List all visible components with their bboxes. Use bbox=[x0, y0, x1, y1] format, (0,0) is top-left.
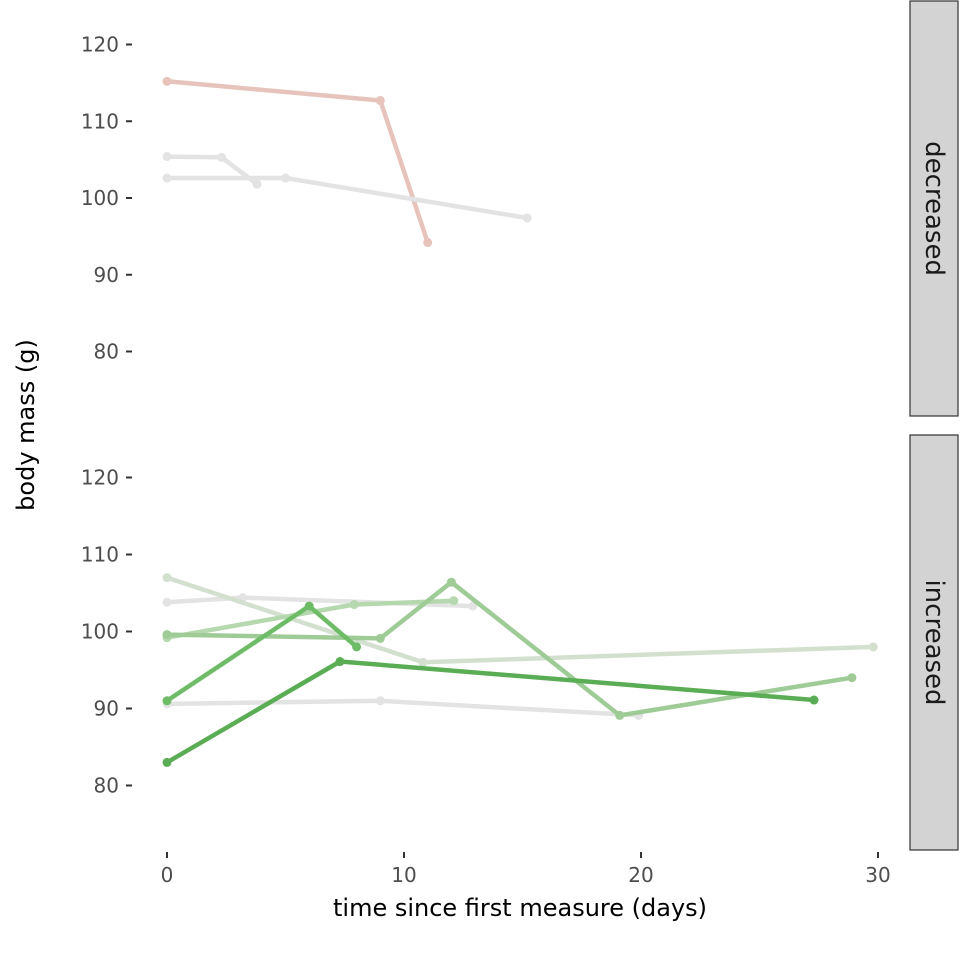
y-axis-title: body mass (g) bbox=[12, 339, 40, 511]
x-tick-label: 30 bbox=[865, 863, 890, 887]
data-point bbox=[162, 630, 172, 640]
data-point bbox=[615, 710, 625, 720]
y-tick-label: 120 bbox=[81, 33, 119, 57]
y-tick-label: 110 bbox=[81, 109, 119, 133]
facet-strip-label: increased bbox=[919, 579, 949, 705]
x-axis-title: time since first measure (days) bbox=[333, 894, 707, 922]
x-tick-label: 10 bbox=[391, 863, 416, 887]
data-point bbox=[522, 213, 532, 223]
data-point bbox=[217, 152, 227, 162]
y-tick-label: 80 bbox=[94, 340, 119, 364]
data-point bbox=[162, 173, 172, 183]
data-point bbox=[349, 600, 359, 610]
y-tick-label: 110 bbox=[81, 543, 119, 567]
x-axis: 0 10 20 30 bbox=[161, 852, 891, 887]
data-point bbox=[446, 577, 456, 587]
data-point bbox=[468, 601, 478, 611]
data-point bbox=[281, 173, 290, 183]
data-point bbox=[162, 76, 172, 86]
facet-strip bbox=[909, 434, 959, 851]
data-point bbox=[352, 642, 362, 652]
y-tick-label: 80 bbox=[94, 774, 119, 798]
data-point bbox=[375, 696, 385, 706]
data-point bbox=[162, 696, 172, 706]
data-point bbox=[162, 573, 172, 583]
series-line bbox=[164, 659, 817, 765]
data-point bbox=[418, 657, 428, 667]
facet-strip-label: decreased bbox=[919, 141, 949, 276]
y-tick-label: 90 bbox=[94, 263, 119, 287]
data-point bbox=[162, 757, 172, 767]
data-point bbox=[304, 601, 314, 611]
series-line bbox=[164, 175, 530, 221]
data-point bbox=[375, 633, 385, 643]
data-point bbox=[868, 642, 878, 652]
y-tick-label: 120 bbox=[81, 466, 119, 490]
data-point bbox=[252, 179, 262, 189]
facet-strip bbox=[909, 0, 959, 417]
data-point bbox=[847, 673, 857, 683]
data-point bbox=[162, 152, 172, 162]
y-tick-label: 100 bbox=[81, 620, 119, 644]
y-tick-label: 90 bbox=[94, 697, 119, 721]
data-point bbox=[162, 597, 172, 607]
data-point bbox=[335, 657, 345, 667]
data-point bbox=[449, 596, 459, 606]
panel-increased: 80 90 100 110 120 increased bbox=[81, 434, 959, 851]
x-tick-label: 20 bbox=[628, 863, 653, 887]
series-line bbox=[164, 698, 641, 718]
series-line bbox=[164, 79, 430, 245]
x-tick-label: 0 bbox=[161, 863, 174, 887]
y-tick-label: 100 bbox=[81, 186, 119, 210]
panel-decreased: 80 90 100 110 120 decreased bbox=[81, 0, 959, 417]
data-point bbox=[809, 695, 819, 705]
data-point bbox=[375, 96, 385, 106]
data-point bbox=[423, 238, 433, 248]
